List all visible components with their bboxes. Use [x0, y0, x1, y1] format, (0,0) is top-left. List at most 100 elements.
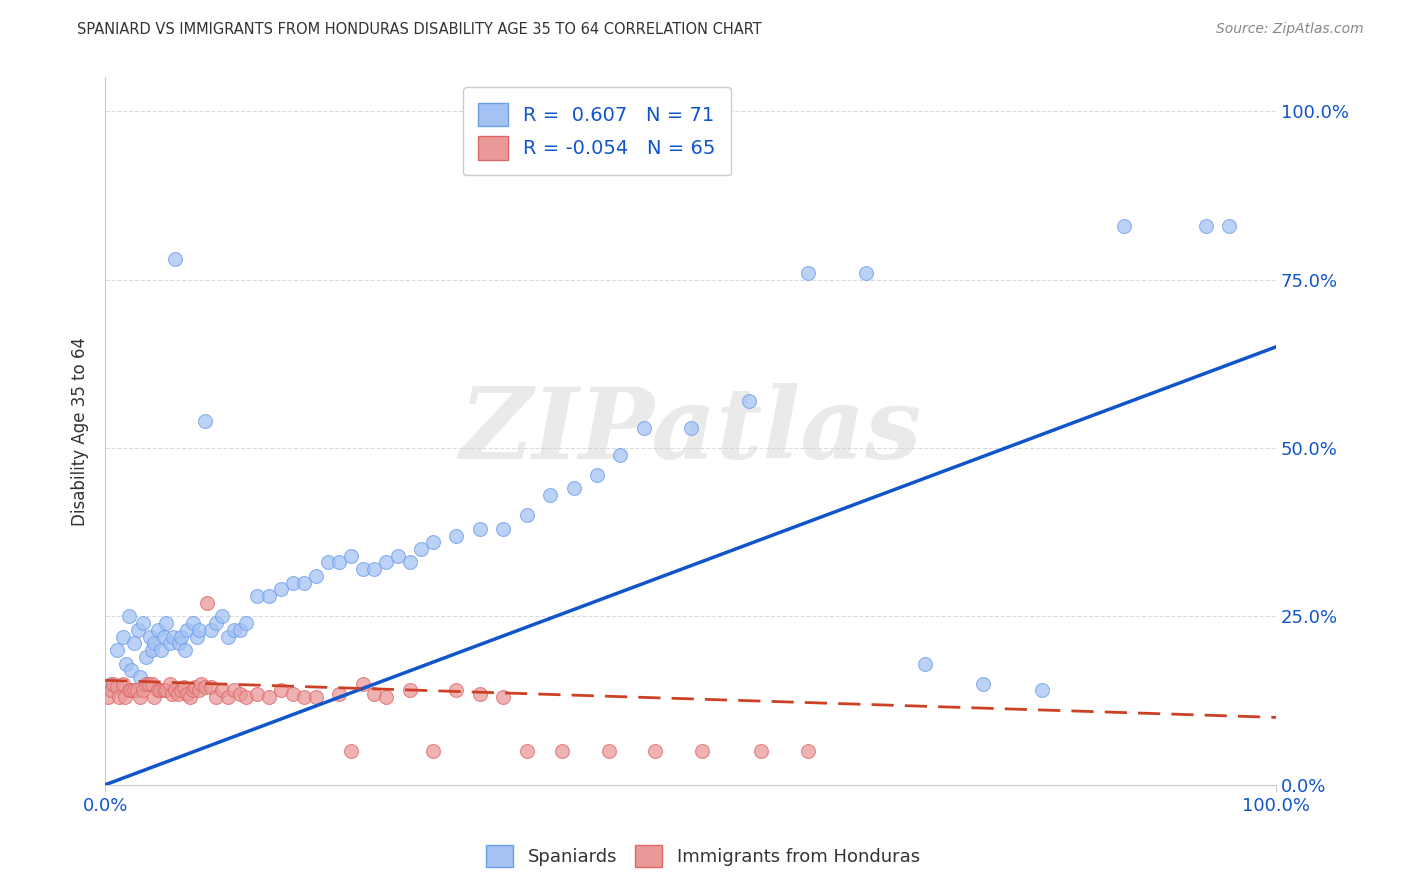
Point	[246, 687, 269, 701]
Point	[340, 549, 363, 563]
Point	[551, 744, 574, 758]
Point	[167, 636, 190, 650]
Point	[173, 643, 195, 657]
Point	[644, 744, 666, 758]
Point	[195, 596, 218, 610]
Point	[135, 676, 157, 690]
Point	[115, 657, 138, 671]
Point	[598, 744, 620, 758]
Point	[257, 589, 280, 603]
Point	[165, 252, 187, 267]
Point	[131, 616, 153, 631]
Point	[516, 508, 538, 523]
Point	[146, 623, 169, 637]
Point	[181, 683, 204, 698]
Point	[1112, 219, 1135, 233]
Point	[538, 488, 561, 502]
Legend: Spaniards, Immigrants from Honduras: Spaniards, Immigrants from Honduras	[479, 838, 927, 874]
Point	[146, 683, 169, 698]
Point	[120, 663, 142, 677]
Point	[586, 467, 609, 482]
Point	[187, 683, 209, 698]
Point	[117, 609, 139, 624]
Point	[217, 690, 239, 705]
Point	[166, 687, 188, 701]
Point	[165, 683, 187, 698]
Point	[173, 680, 195, 694]
Point	[328, 556, 350, 570]
Point	[363, 562, 385, 576]
Point	[492, 690, 515, 705]
Point	[229, 687, 252, 701]
Point	[398, 556, 420, 570]
Point	[217, 630, 239, 644]
Point	[117, 683, 139, 698]
Point	[422, 535, 444, 549]
Point	[108, 690, 131, 705]
Point	[352, 562, 374, 576]
Point	[124, 683, 146, 698]
Point	[1031, 683, 1053, 698]
Point	[152, 630, 174, 644]
Point	[468, 687, 491, 701]
Point	[222, 683, 245, 698]
Text: Source: ZipAtlas.com: Source: ZipAtlas.com	[1216, 22, 1364, 37]
Point	[235, 616, 257, 631]
Y-axis label: Disability Age 35 to 64: Disability Age 35 to 64	[72, 336, 89, 525]
Point	[141, 676, 163, 690]
Point	[270, 582, 292, 597]
Point	[633, 421, 655, 435]
Point	[914, 657, 936, 671]
Point	[1195, 219, 1218, 233]
Point	[125, 683, 148, 698]
Point	[100, 676, 122, 690]
Point	[211, 609, 233, 624]
Point	[149, 683, 172, 698]
Point	[143, 636, 166, 650]
Point	[855, 266, 877, 280]
Point	[246, 589, 269, 603]
Point	[516, 744, 538, 758]
Point	[690, 744, 713, 758]
Point	[305, 690, 328, 705]
Point	[340, 744, 363, 758]
Point	[375, 556, 398, 570]
Point	[150, 643, 173, 657]
Point	[181, 616, 204, 631]
Point	[129, 690, 152, 705]
Point	[135, 649, 157, 664]
Point	[468, 522, 491, 536]
Point	[120, 683, 142, 698]
Point	[138, 676, 160, 690]
Point	[194, 680, 217, 694]
Point	[411, 541, 433, 556]
Point	[111, 630, 134, 644]
Point	[179, 690, 201, 705]
Point	[105, 680, 128, 694]
Point	[100, 683, 122, 698]
Point	[159, 636, 181, 650]
Point	[105, 643, 128, 657]
Point	[176, 687, 198, 701]
Point	[446, 683, 468, 698]
Point	[738, 393, 761, 408]
Point	[270, 683, 292, 698]
Point	[446, 528, 468, 542]
Point	[155, 616, 177, 631]
Point	[200, 623, 222, 637]
Point	[124, 636, 146, 650]
Point	[114, 690, 136, 705]
Point	[131, 683, 153, 698]
Point	[281, 575, 304, 590]
Point	[222, 623, 245, 637]
Point	[562, 481, 585, 495]
Point	[160, 687, 183, 701]
Point	[138, 630, 160, 644]
Point	[609, 448, 631, 462]
Point	[141, 643, 163, 657]
Point	[292, 690, 315, 705]
Point	[162, 630, 184, 644]
Point	[170, 630, 193, 644]
Point	[352, 676, 374, 690]
Point	[176, 623, 198, 637]
